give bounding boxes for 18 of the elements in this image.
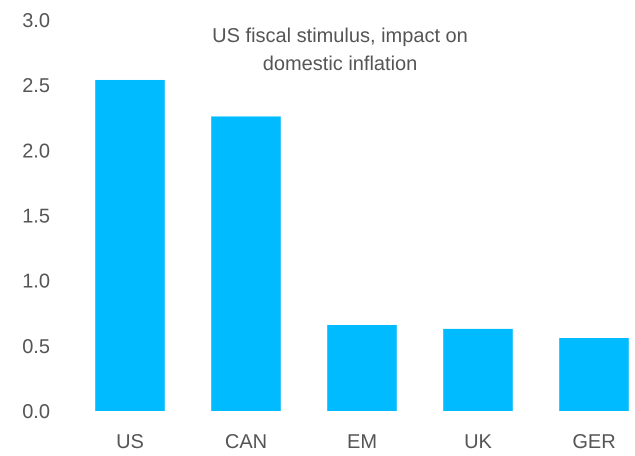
bar: [211, 116, 281, 411]
y-tick-label: 3.0: [22, 10, 50, 32]
x-tick-label: EM: [347, 431, 377, 453]
y-tick-label: 0.5: [22, 336, 50, 358]
y-tick-label: 1.0: [22, 270, 50, 293]
x-tick-label: UK: [464, 431, 493, 453]
y-tick-label: 2.0: [22, 140, 50, 162]
bar: [443, 328, 513, 411]
x-tick-label: CAN: [224, 431, 268, 453]
y-tick-label: 0.0: [22, 401, 50, 423]
bar: [95, 80, 165, 411]
x-tick-label: GER: [572, 431, 616, 453]
y-tick-label: 2.5: [22, 75, 50, 98]
text: US fiscal stimulus, impact on domestic inflation: [212, 25, 468, 75]
bar: [559, 338, 629, 411]
bar: [327, 324, 397, 411]
x-tick-label: US: [116, 431, 144, 453]
y-tick-label: 1.5: [22, 206, 50, 228]
